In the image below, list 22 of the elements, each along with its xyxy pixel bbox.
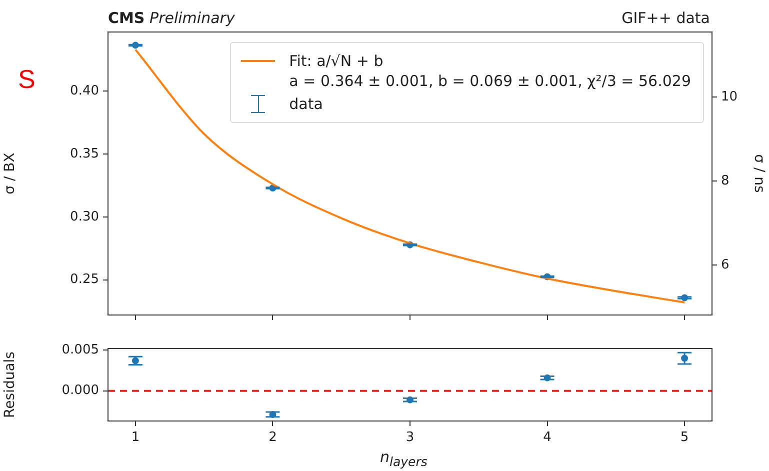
y-axis-title: Residuals	[2, 352, 18, 418]
legend-label: data	[289, 94, 323, 114]
x-tick-label: 5	[680, 430, 689, 446]
x-tick-label: 3	[406, 430, 414, 446]
y2-tick-label: 6	[721, 257, 730, 272]
chart-title: CMS Preliminary	[108, 9, 235, 27]
x-tick-label: 4	[543, 430, 552, 446]
y2-tick-label: 8	[721, 173, 730, 188]
y-tick-label: 0.25	[70, 272, 99, 288]
y2-tick-label: 10	[721, 89, 738, 104]
x-tick-label: 1	[131, 430, 140, 446]
y-tick-label: 0.000	[62, 383, 99, 398]
y-tick-label: 0.005	[62, 342, 99, 358]
y2-axis-title: σ / ns	[750, 154, 767, 193]
text: S	[18, 64, 36, 95]
y-tick-label: 0.30	[70, 209, 99, 224]
y-tick-label: 0.40	[70, 83, 99, 98]
y-tick-label: 0.35	[70, 146, 99, 162]
x-tick-label: 2	[268, 430, 277, 446]
text: GIF++ data	[622, 9, 710, 27]
x-axis-title: n$_{layers}$	[380, 448, 428, 469]
y-axis-title: σ / BX	[2, 152, 18, 194]
